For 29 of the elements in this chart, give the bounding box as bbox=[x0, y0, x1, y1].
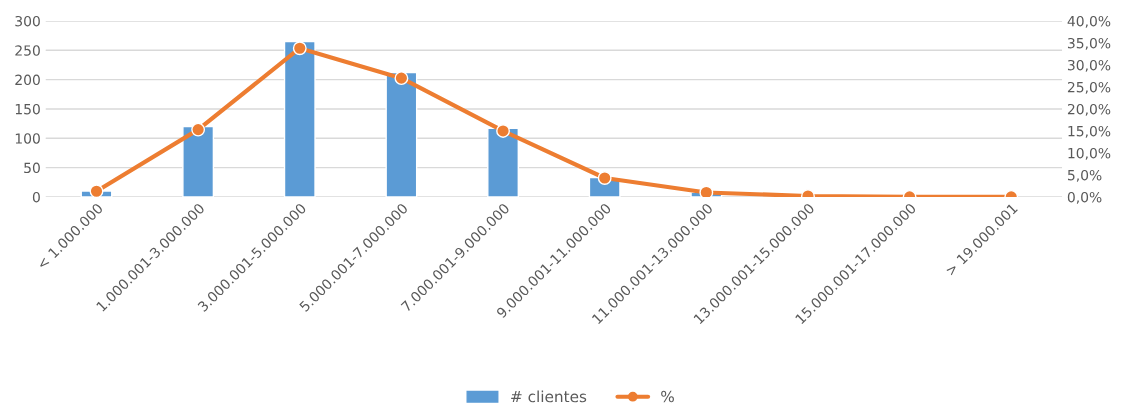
bar bbox=[385, 71, 418, 197]
point bbox=[89, 184, 104, 197]
point bbox=[496, 123, 510, 138]
y-tick-label: 150 bbox=[15, 103, 40, 115]
y2-tick-label: 40,0% bbox=[1067, 15, 1111, 28]
y2-tick-label: 20,0% bbox=[1067, 103, 1111, 116]
y2-tick-label: 0,0% bbox=[1067, 191, 1102, 204]
point bbox=[292, 41, 307, 56]
bar bbox=[487, 127, 519, 197]
legend-label: % bbox=[661, 390, 674, 403]
y2-tick-label: 35,0% bbox=[1067, 37, 1111, 50]
bar bbox=[283, 40, 316, 197]
legend-label: # clientes bbox=[511, 390, 587, 403]
y-tick-label: 250 bbox=[15, 45, 40, 56]
point bbox=[699, 185, 714, 197]
point bbox=[191, 122, 206, 137]
y2-tick-label: 15,0% bbox=[1068, 125, 1111, 138]
y-tick-label: 200 bbox=[15, 74, 40, 86]
bar bbox=[182, 125, 215, 197]
point bbox=[597, 171, 612, 185]
y2-tick-label: 10,0% bbox=[1068, 147, 1111, 160]
y-tick-label: 50 bbox=[24, 162, 40, 174]
y-tick-label: 300 bbox=[15, 15, 40, 27]
y2-tick-label: 5,0% bbox=[1067, 169, 1102, 182]
y-tick-label: 0 bbox=[32, 191, 40, 203]
y-tick-label: 100 bbox=[15, 133, 40, 144]
y2-tick-label: 25,0% bbox=[1067, 81, 1111, 94]
point bbox=[394, 71, 409, 86]
y2-tick-label: 30,0% bbox=[1067, 59, 1111, 72]
